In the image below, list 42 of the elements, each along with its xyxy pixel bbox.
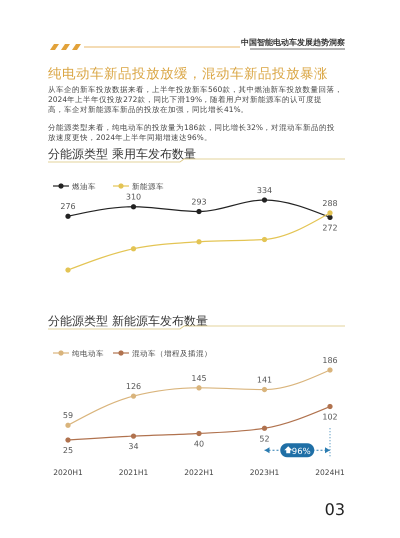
- point: [262, 197, 268, 203]
- point: [65, 267, 71, 273]
- text: 纯电动车新品投放放缓，混动车新品投放暴涨: [48, 66, 328, 82]
- data-label: 145: [191, 374, 207, 383]
- point: [327, 210, 333, 216]
- point: [327, 404, 333, 410]
- point: [130, 433, 136, 439]
- data-label: 141: [256, 376, 272, 385]
- data-label: 59: [62, 411, 74, 420]
- point: [65, 422, 71, 428]
- data-label: 34: [128, 442, 139, 452]
- point: [196, 430, 202, 436]
- data-label: 126: [126, 382, 142, 392]
- data-label: 272: [322, 223, 338, 232]
- point: [65, 437, 71, 443]
- point: [327, 214, 333, 220]
- data-label: 276: [60, 202, 76, 212]
- text: 96%: [292, 446, 311, 457]
- point: [130, 246, 136, 252]
- point: [130, 393, 136, 399]
- text: 中国智能电动车发展趋势洞察: [241, 37, 345, 47]
- data-label: 293: [191, 197, 207, 206]
- point: [65, 214, 71, 219]
- point: [262, 386, 268, 392]
- data-label: 334: [256, 186, 272, 195]
- point: [196, 385, 202, 390]
- point: [196, 239, 202, 244]
- data-label: 52: [259, 434, 270, 444]
- data-label: 102: [322, 412, 338, 422]
- data-label: 310: [126, 192, 142, 202]
- point: [196, 208, 202, 214]
- point: [262, 236, 268, 242]
- data-label: 25: [62, 446, 74, 455]
- point: [327, 367, 333, 373]
- data-label: 288: [322, 198, 338, 208]
- chart-title: 分能源类型 新能源车发布数量: [48, 314, 208, 328]
- text: 03: [324, 500, 345, 519]
- point: [130, 204, 136, 210]
- data-label: 40: [194, 439, 204, 448]
- chart-title: 分能源类型 乘用车发布数量: [48, 147, 196, 161]
- point: [262, 426, 268, 431]
- data-label: 186: [322, 356, 338, 365]
